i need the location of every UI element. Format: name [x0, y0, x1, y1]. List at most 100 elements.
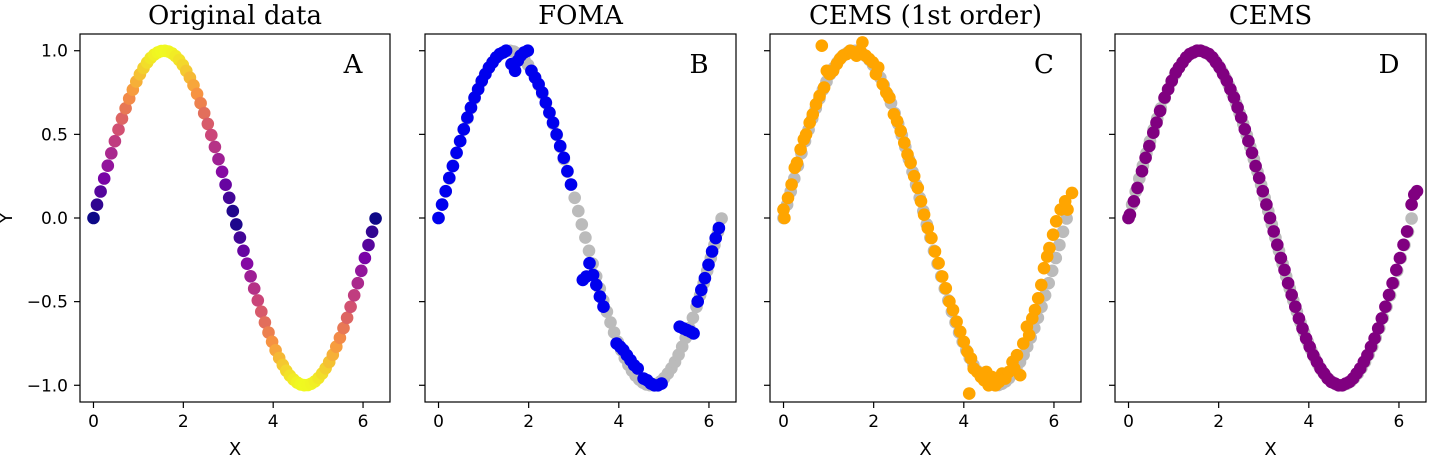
data-point: [447, 160, 460, 173]
x-tick-label: 4: [1303, 412, 1314, 432]
x-tick-label: 6: [1394, 412, 1405, 432]
panel-letter: D: [1379, 50, 1400, 80]
plot-area: [432, 44, 728, 391]
data-point: [894, 125, 907, 138]
data-point: [713, 222, 726, 235]
plot-area: [1122, 44, 1423, 391]
data-point: [219, 178, 232, 191]
data-point: [572, 205, 585, 218]
x-tick-label: 6: [358, 412, 369, 432]
data-point: [227, 205, 240, 218]
data-point: [1154, 105, 1167, 118]
data-point: [205, 129, 218, 142]
data-point: [102, 159, 115, 172]
data-point: [872, 61, 885, 74]
data-point: [439, 185, 452, 198]
data-point: [1397, 239, 1410, 252]
data-point: [1050, 215, 1063, 228]
data-point: [699, 272, 712, 285]
data-point: [695, 284, 708, 297]
data-series: [1122, 44, 1423, 391]
data-point: [1264, 212, 1277, 225]
data-point: [936, 270, 949, 283]
data-point: [818, 81, 831, 94]
data-point: [1390, 264, 1403, 277]
chart-panel-c: CEMS (1st order) 0 2 4 6 X C: [764, 1, 1081, 460]
chart-panel-b: FOMA 0 2 4 6 X B: [419, 1, 736, 460]
data-point: [547, 116, 560, 129]
y-tick-label: −0.5: [27, 293, 68, 313]
data-point: [1275, 252, 1288, 265]
panel-title: Original data: [148, 1, 322, 31]
y-tick-label: −1.0: [27, 376, 68, 396]
data-point: [436, 198, 449, 211]
data-point: [915, 195, 928, 208]
x-tick-label: 6: [1049, 412, 1060, 432]
data-point: [500, 44, 513, 57]
data-point: [1257, 185, 1270, 198]
data-point: [1047, 228, 1060, 241]
data-point: [105, 147, 118, 160]
data-point: [1038, 262, 1051, 275]
data-point: [655, 377, 668, 390]
data-point: [1014, 369, 1027, 382]
data-point: [898, 136, 911, 149]
x-tick-label: 0: [433, 412, 444, 432]
data-point: [109, 135, 122, 148]
data-point: [782, 192, 795, 205]
chart-panel-a: Original data 0 2 4 6 −1.0 −0.5 0.0 0.5 1.0 X Y A: [0, 1, 390, 460]
data-point: [1383, 289, 1396, 302]
x-tick-label: 0: [778, 412, 789, 432]
y-tick-label: 0.0: [41, 209, 68, 229]
data-point: [565, 178, 578, 191]
data-point: [1376, 312, 1389, 325]
data-point: [550, 128, 563, 141]
data-point: [237, 245, 250, 258]
data-point: [1023, 329, 1036, 342]
data-point: [940, 282, 953, 295]
data-point: [1128, 195, 1141, 208]
data-point: [706, 245, 719, 258]
panel-title: CEMS (1st order): [809, 1, 1042, 31]
data-point: [216, 166, 229, 179]
data-point: [202, 118, 215, 131]
chart-panel-d: CEMS0 2 4 6XD: [1109, 1, 1426, 460]
x-axis-label: X: [1264, 439, 1276, 460]
data-point: [1285, 289, 1298, 302]
data-point: [251, 294, 264, 307]
data-point: [1379, 300, 1392, 313]
data-point: [1235, 111, 1248, 124]
data-point: [1131, 182, 1144, 195]
x-axis-label: X: [574, 439, 586, 460]
data-point: [590, 279, 603, 292]
data-point: [230, 218, 243, 231]
data-point: [344, 301, 357, 314]
data-point: [579, 231, 592, 244]
data-point: [691, 295, 704, 308]
data-point: [248, 282, 261, 295]
data-point: [1249, 160, 1262, 173]
data-point: [369, 212, 382, 225]
data-point: [348, 289, 361, 302]
plot-area: [87, 45, 382, 392]
data-point: [352, 277, 365, 290]
data-point: [432, 212, 445, 225]
panel-letter: A: [343, 50, 364, 80]
panel-letter: C: [1034, 50, 1054, 80]
y-tick-label: 1.0: [41, 42, 68, 62]
data-point: [1029, 304, 1042, 317]
data-point: [1401, 225, 1414, 238]
data-point: [883, 91, 896, 104]
data-point: [98, 172, 111, 185]
data-point: [1267, 225, 1280, 238]
data-point: [1032, 292, 1045, 305]
data-point: [209, 141, 222, 154]
data-point: [244, 270, 257, 283]
data-point: [94, 185, 107, 198]
data-point: [443, 172, 456, 185]
x-tick-label: 0: [1123, 412, 1134, 432]
data-point: [918, 208, 931, 221]
data-point: [778, 212, 791, 225]
data-point: [1011, 349, 1024, 362]
data-point: [947, 304, 960, 317]
